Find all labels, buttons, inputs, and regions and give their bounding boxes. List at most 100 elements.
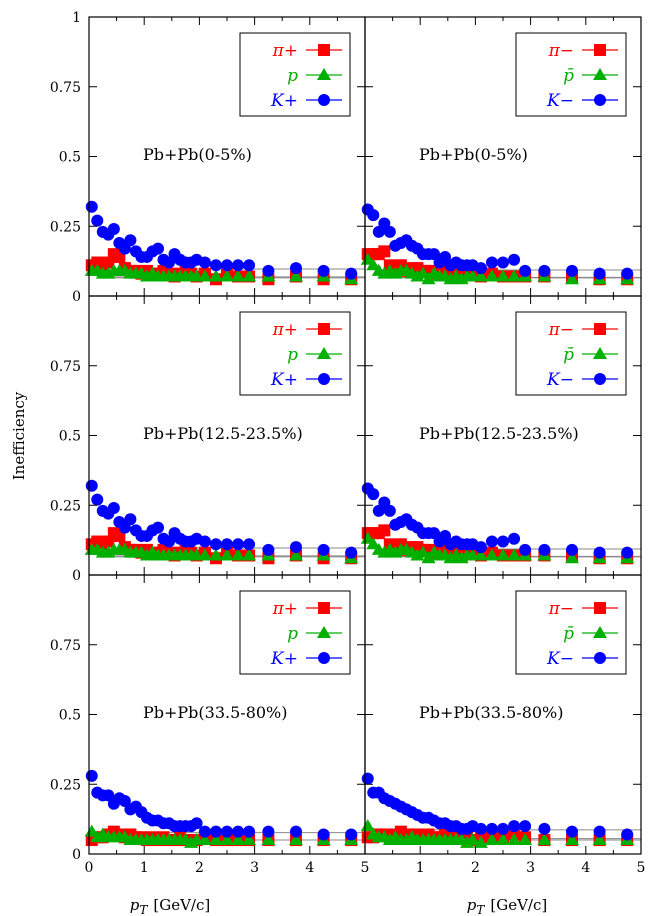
data-point (621, 828, 634, 841)
y-tick-label: 0.75 (50, 638, 81, 654)
series-kaon (85, 769, 358, 841)
data-point (538, 264, 551, 277)
legend-marker (318, 323, 330, 335)
data-point (497, 535, 509, 548)
series-proton (84, 263, 359, 285)
data-point (221, 825, 233, 838)
legend-label: K+ (270, 370, 298, 390)
data-point (474, 262, 487, 275)
x-tick-label: 4 (581, 860, 590, 876)
y-axis-label: Inefficiency (10, 391, 28, 480)
y-tick-label: 0.5 (59, 708, 81, 724)
series-kaon (361, 772, 634, 841)
data-point (208, 269, 223, 282)
legend-label: p (287, 624, 298, 644)
data-point (152, 242, 164, 255)
data-point (566, 543, 578, 556)
data-point (84, 824, 99, 837)
series-kaon (361, 203, 634, 280)
data-point (197, 833, 212, 846)
legend-label: p̄ (563, 66, 574, 86)
legend-label: π− (548, 320, 574, 340)
data-point (198, 535, 211, 548)
data-point (220, 548, 234, 561)
x-axis-label-left: pT [GeV/c] (130, 896, 210, 916)
x-tick-label: 3 (526, 860, 535, 876)
data-point (208, 833, 223, 846)
data-point (220, 833, 234, 846)
data-point (565, 272, 579, 285)
y-tick-label: 0 (72, 289, 81, 305)
data-point (474, 822, 487, 835)
panel-row1-right: Pb+Pb(0-5%) π− p̄ K− (360, 16, 642, 297)
legend-label: K+ (270, 649, 298, 669)
legend-marker (318, 602, 330, 614)
figure-labels: Inefficiency pT [GeV/c] pT [GeV/c] (10, 391, 547, 916)
legend: π− p̄ K− (515, 590, 627, 675)
data-point (593, 825, 606, 838)
legend: π+ p K+ (239, 590, 351, 675)
data-point (621, 546, 634, 559)
data-point (243, 259, 256, 272)
data-point (232, 259, 245, 272)
x-tick-label: 1 (416, 860, 425, 876)
data-point (507, 833, 522, 846)
data-point (221, 538, 233, 551)
data-point (209, 825, 222, 838)
data-point (473, 835, 488, 848)
data-point (360, 531, 375, 544)
data-point (361, 772, 374, 785)
data-point (593, 546, 606, 559)
data-point (383, 504, 396, 517)
data-point (485, 256, 498, 269)
legend-marker (318, 94, 330, 106)
data-point (232, 825, 245, 838)
data-point (484, 269, 499, 282)
data-point (366, 258, 381, 271)
data-point (565, 551, 579, 564)
data-point (383, 225, 396, 238)
data-point (465, 833, 480, 846)
data-point (242, 548, 257, 561)
data-point (496, 269, 510, 282)
panel-annotation: Pb+Pb(12.5-23.5%) (419, 424, 579, 443)
series-proton (84, 542, 359, 564)
legend-marker (594, 652, 606, 664)
legend-marker (594, 373, 606, 385)
data-point (473, 548, 488, 561)
data-point (231, 269, 246, 282)
legend: π+ p K+ (239, 311, 351, 396)
data-point (262, 543, 275, 556)
legend-marker (593, 68, 607, 80)
x-axis-label-right: pT [GeV/c] (467, 896, 547, 916)
data-point (497, 822, 509, 835)
legend-label: p̄ (563, 624, 574, 644)
data-point (198, 825, 211, 838)
legend-label: π+ (272, 599, 298, 619)
data-point (91, 493, 104, 506)
data-point (231, 833, 246, 846)
data-point (360, 252, 375, 265)
data-point (518, 833, 533, 846)
data-point (415, 545, 430, 558)
x-tick-label: 5 (361, 860, 370, 876)
data-point (198, 256, 211, 269)
data-point (197, 269, 212, 282)
series-kaon (85, 479, 358, 559)
data-point (290, 541, 302, 554)
data-point (508, 532, 521, 545)
data-point (124, 513, 137, 526)
y-tick-label: 0 (72, 847, 81, 863)
data-point (317, 543, 330, 556)
data-point (243, 825, 256, 838)
data-point (538, 822, 551, 835)
x-tick-label: 0 (85, 860, 94, 876)
data-point (593, 267, 606, 280)
y-tick-label: 1 (72, 10, 81, 26)
series-proton (84, 824, 359, 848)
panel-row3-right: 1 2 3 4 5 Pb+Pb(33.5-80%) π− p̄ K− (360, 574, 645, 876)
y-tick-label: 0.75 (50, 80, 81, 96)
legend-label: π− (548, 41, 574, 61)
panels: 0 0.25 0.5 0.75 1 Pb+Pb(0-5%) π+ p K+ Pb+Pb(0-5%)… (50, 10, 646, 876)
